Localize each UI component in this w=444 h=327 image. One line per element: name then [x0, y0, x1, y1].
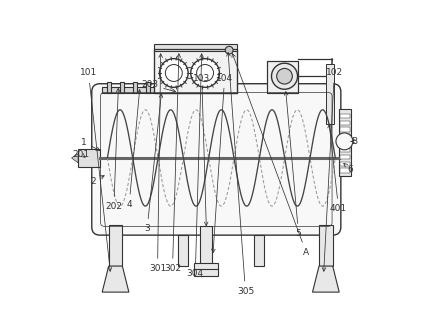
- Bar: [340, 148, 350, 152]
- Text: B: B: [351, 137, 357, 146]
- Polygon shape: [102, 266, 129, 292]
- Text: 5: 5: [284, 92, 301, 238]
- Text: A: A: [232, 54, 309, 257]
- Circle shape: [271, 63, 297, 89]
- Bar: [340, 155, 350, 159]
- Polygon shape: [71, 154, 78, 163]
- Bar: [150, 87, 237, 93]
- Text: 101: 101: [80, 68, 111, 271]
- Bar: [340, 141, 350, 145]
- Text: 401: 401: [328, 124, 347, 213]
- Bar: [134, 82, 137, 93]
- Bar: [267, 60, 298, 93]
- Circle shape: [277, 68, 292, 84]
- Bar: [194, 269, 218, 276]
- Bar: [267, 60, 298, 93]
- Text: 304: 304: [187, 54, 204, 278]
- Bar: [340, 114, 350, 118]
- Text: 305: 305: [226, 53, 254, 296]
- Bar: [340, 127, 350, 131]
- Bar: [102, 87, 149, 93]
- Circle shape: [225, 46, 233, 54]
- Text: 202: 202: [105, 88, 123, 211]
- FancyBboxPatch shape: [92, 84, 341, 235]
- Bar: [339, 109, 351, 176]
- Bar: [194, 263, 218, 270]
- Text: 4: 4: [127, 90, 141, 209]
- Bar: [154, 44, 237, 51]
- Text: 103: 103: [193, 74, 210, 226]
- Bar: [200, 226, 212, 268]
- Text: 301: 301: [149, 54, 166, 273]
- Text: 203: 203: [141, 80, 175, 93]
- Bar: [319, 225, 333, 266]
- Circle shape: [159, 59, 188, 87]
- Bar: [109, 225, 123, 266]
- Bar: [340, 134, 350, 138]
- Text: 6: 6: [344, 164, 353, 174]
- Text: 2: 2: [91, 176, 104, 186]
- Text: 1: 1: [81, 138, 100, 150]
- Bar: [154, 48, 237, 93]
- Bar: [154, 48, 237, 93]
- Bar: [147, 82, 151, 93]
- Polygon shape: [313, 266, 339, 292]
- Text: 102: 102: [322, 68, 343, 271]
- Bar: [340, 121, 350, 125]
- Bar: [340, 162, 350, 166]
- Text: 201: 201: [73, 150, 90, 159]
- Bar: [178, 235, 188, 266]
- Text: 104: 104: [211, 74, 233, 253]
- Text: 3: 3: [144, 94, 163, 233]
- Bar: [78, 148, 100, 167]
- Bar: [254, 235, 264, 266]
- Bar: [340, 168, 350, 173]
- Bar: [107, 82, 111, 93]
- Text: 302: 302: [164, 54, 181, 273]
- Circle shape: [191, 59, 219, 87]
- Bar: [120, 82, 124, 93]
- Bar: [326, 63, 334, 124]
- Circle shape: [336, 133, 353, 150]
